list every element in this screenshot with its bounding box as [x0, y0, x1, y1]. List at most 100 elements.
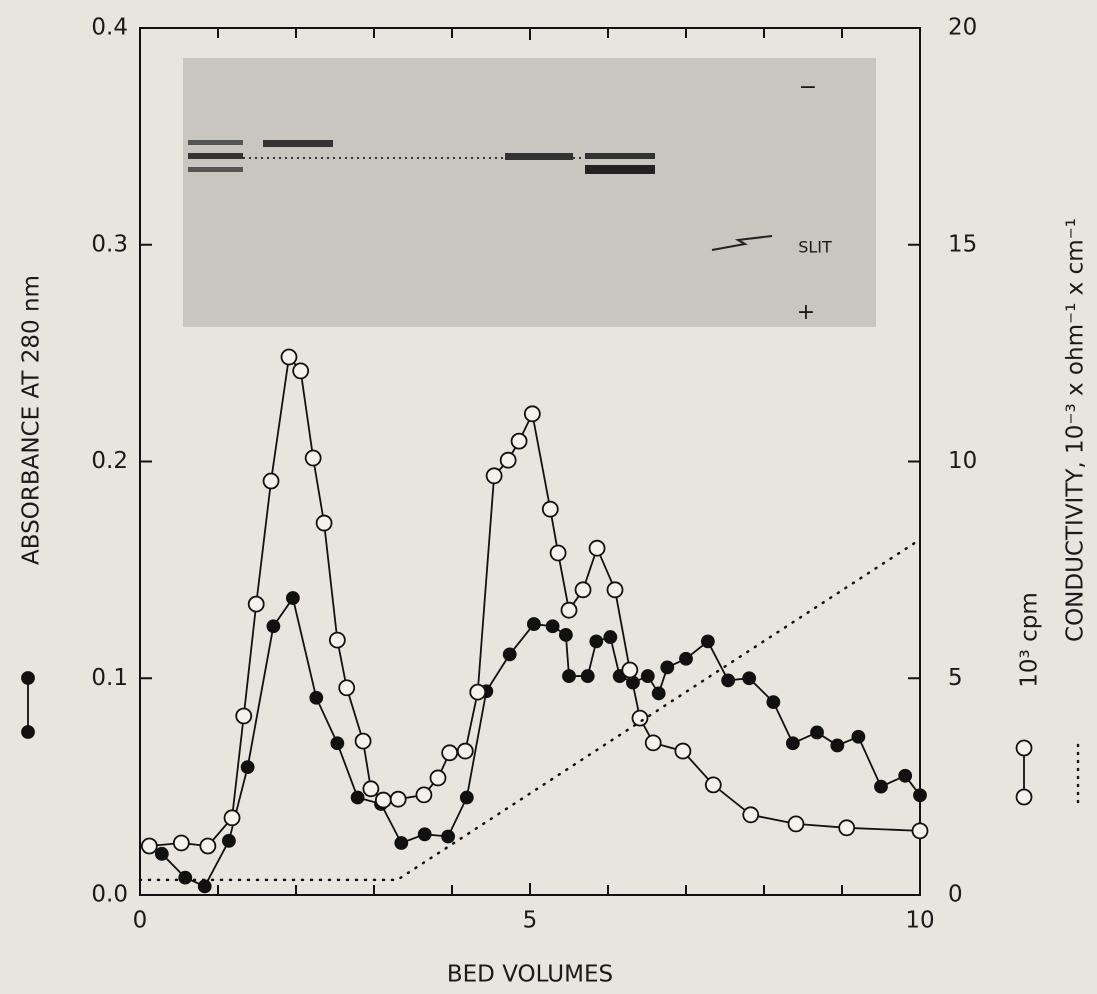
- slit-arrow: [711, 235, 773, 251]
- data-point: [674, 742, 692, 760]
- data-point: [510, 432, 528, 450]
- inset-label: SLIT: [798, 238, 832, 257]
- data-point: [441, 829, 456, 844]
- data-point: [704, 776, 722, 794]
- data-point: [429, 769, 447, 787]
- y-tick-label: 0.2: [91, 448, 128, 474]
- data-point: [417, 827, 432, 842]
- legend-symbol: [21, 671, 35, 685]
- data-point: [262, 472, 280, 490]
- y2-tick-label: 10: [948, 448, 977, 474]
- y-tick-label: 0.0: [91, 882, 128, 908]
- data-point: [328, 631, 346, 649]
- data-point: [266, 619, 281, 634]
- series-line: [160, 595, 921, 888]
- x-axis-label: BED VOLUMES: [447, 962, 613, 988]
- legend-label: 10³ cpm: [1017, 592, 1043, 687]
- data-point: [394, 836, 409, 850]
- data-point: [913, 788, 927, 803]
- data-point: [285, 591, 300, 605]
- data-point: [874, 779, 888, 794]
- gel-band: [263, 140, 333, 147]
- data-point: [588, 539, 606, 557]
- data-point: [304, 449, 322, 467]
- data-point: [415, 786, 433, 804]
- data-point: [223, 809, 241, 827]
- data-point: [851, 729, 866, 744]
- data-point: [459, 790, 474, 805]
- data-point: [558, 628, 573, 642]
- data-point: [830, 738, 845, 753]
- x-tick-label: 0: [133, 908, 148, 934]
- inset-label: −: [799, 75, 817, 100]
- data-point: [911, 822, 929, 840]
- data-point: [721, 673, 736, 688]
- y2-tick-label: 20: [948, 15, 977, 41]
- data-point: [330, 736, 345, 751]
- data-point: [660, 660, 675, 675]
- data-point: [502, 647, 517, 662]
- data-point: [523, 405, 541, 423]
- gel-band: [505, 153, 573, 160]
- y-tick-label: 0.3: [91, 231, 128, 257]
- data-point: [549, 544, 567, 562]
- data-point: [172, 834, 190, 852]
- data-point: [154, 846, 169, 861]
- data-point: [140, 837, 158, 855]
- data-point: [222, 833, 236, 848]
- y2-tick-label: 5: [948, 665, 963, 691]
- gel-band: [188, 153, 243, 159]
- data-point: [292, 362, 310, 380]
- data-point: [527, 617, 541, 631]
- gel-band: [188, 140, 243, 145]
- x-tick-label: 10: [905, 908, 934, 934]
- data-point: [785, 736, 800, 751]
- data-point: [700, 634, 715, 649]
- data-point: [178, 870, 193, 885]
- inset-gel: [183, 58, 876, 327]
- gel-band: [585, 165, 655, 174]
- data-point: [541, 500, 559, 518]
- data-point: [631, 709, 649, 727]
- data-point: [589, 634, 604, 649]
- data-point: [562, 669, 576, 683]
- data-point: [350, 790, 365, 805]
- y-axis-label: ABSORBANCE AT 280 nm: [19, 275, 45, 565]
- data-point: [469, 683, 487, 701]
- y-tick-label: 0.4: [91, 15, 128, 41]
- data-point: [280, 348, 298, 366]
- legend-symbol: [1015, 788, 1033, 806]
- data-point: [197, 879, 212, 894]
- legend-symbol: [1015, 739, 1033, 757]
- data-point: [235, 707, 253, 725]
- data-point: [199, 837, 217, 855]
- data-point: [742, 806, 760, 824]
- data-point: [374, 791, 392, 809]
- data-point: [838, 819, 856, 837]
- data-point: [485, 467, 503, 485]
- y-tick-label: 0.1: [91, 665, 128, 691]
- series-line: [148, 354, 921, 847]
- gel-photo: [183, 58, 876, 327]
- data-point: [309, 690, 324, 705]
- data-point: [651, 686, 666, 701]
- data-point: [898, 768, 913, 783]
- data-point: [362, 780, 380, 798]
- data-point: [621, 661, 639, 679]
- data-point: [787, 815, 805, 833]
- data-point: [338, 679, 356, 697]
- data-point: [640, 669, 655, 683]
- data-point: [240, 760, 255, 775]
- data-point: [247, 595, 265, 613]
- gel-band: [188, 167, 243, 172]
- data-point: [574, 581, 592, 599]
- data-point: [603, 630, 618, 644]
- data-point: [644, 734, 662, 752]
- data-point: [354, 732, 372, 750]
- data-point: [580, 669, 595, 683]
- gel-band: [585, 153, 655, 159]
- legend-symbol: [21, 725, 35, 739]
- data-point: [606, 581, 624, 599]
- inset-label: +: [797, 300, 815, 325]
